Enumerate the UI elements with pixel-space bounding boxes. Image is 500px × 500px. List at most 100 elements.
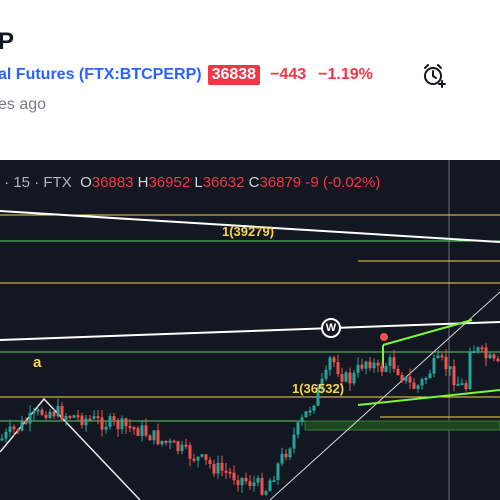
candle-body[interactable]	[0, 438, 4, 441]
candle-body[interactable]	[192, 458, 196, 461]
candle-body[interactable]	[320, 378, 324, 388]
candle-body[interactable]	[440, 355, 444, 358]
candle-body[interactable]	[276, 463, 280, 481]
candle-body[interactable]	[212, 464, 216, 474]
candle-body[interactable]	[280, 453, 284, 464]
candle-body[interactable]	[292, 434, 296, 449]
candle-body[interactable]	[364, 361, 368, 369]
candle-body[interactable]	[352, 372, 356, 384]
candle-body[interactable]	[324, 369, 328, 379]
red-dot-marker[interactable]	[380, 333, 388, 341]
candle-body[interactable]	[492, 354, 496, 359]
wave-label-a[interactable]: a	[33, 354, 42, 371]
candle-body[interactable]	[236, 480, 240, 486]
candle-body[interactable]	[24, 421, 28, 424]
candle-body[interactable]	[80, 415, 84, 426]
candle-body[interactable]	[40, 409, 44, 415]
candle-body[interactable]	[408, 376, 412, 383]
chart-canvas[interactable]	[0, 160, 500, 500]
candle-body[interactable]	[404, 376, 408, 382]
candle-body[interactable]	[60, 406, 64, 420]
candle-body[interactable]	[424, 377, 428, 380]
candle-body[interactable]	[460, 383, 464, 386]
candle-body[interactable]	[416, 385, 420, 389]
white-trend-line-top[interactable]	[0, 210, 500, 243]
candle-body[interactable]	[72, 415, 76, 418]
candle-body[interactable]	[64, 416, 68, 420]
green-channel-bottom[interactable]	[357, 389, 500, 406]
candle-body[interactable]	[8, 426, 12, 432]
candle-body[interactable]	[52, 411, 56, 417]
candle-body[interactable]	[488, 354, 492, 359]
candle-body[interactable]	[340, 374, 344, 382]
candle-body[interactable]	[132, 427, 136, 430]
candle-body[interactable]	[444, 356, 448, 370]
level-label-high[interactable]: 1(39279)	[222, 224, 275, 239]
alarm-clock-plus-icon[interactable]	[420, 61, 448, 89]
candle-body[interactable]	[152, 430, 156, 441]
candle-body[interactable]	[432, 358, 436, 374]
candle-body[interactable]	[388, 357, 392, 366]
candle-body[interactable]	[96, 416, 100, 419]
candle-body[interactable]	[240, 477, 244, 486]
candle-body[interactable]	[136, 428, 140, 436]
candle-body[interactable]	[56, 406, 60, 417]
candle-body[interactable]	[220, 462, 224, 471]
candle-body[interactable]	[484, 347, 488, 359]
candle-body[interactable]	[140, 425, 144, 436]
price-chart[interactable]: · 15 · FTX O 36883 H 36952 L 36632 C 368…	[0, 160, 500, 500]
level-label-low[interactable]: 1(36532)	[292, 381, 345, 396]
candle-body[interactable]	[272, 480, 276, 483]
candle-body[interactable]	[100, 417, 104, 430]
candle-body[interactable]	[156, 430, 160, 445]
candle-body[interactable]	[476, 347, 480, 352]
candle-body[interactable]	[120, 418, 124, 430]
candle-body[interactable]	[184, 444, 188, 447]
candle-body[interactable]	[92, 416, 96, 419]
candle-body[interactable]	[468, 352, 472, 389]
candle-body[interactable]	[48, 411, 52, 418]
candle-body[interactable]	[68, 416, 72, 419]
candle-body[interactable]	[300, 417, 304, 423]
candle-body[interactable]	[244, 477, 248, 482]
candle-body[interactable]	[288, 448, 292, 458]
candle-body[interactable]	[84, 418, 88, 426]
candle-body[interactable]	[480, 347, 484, 350]
candle-body[interactable]	[400, 374, 404, 382]
candle-body[interactable]	[76, 415, 80, 418]
zone-rectangle[interactable]	[304, 420, 500, 431]
candle-body[interactable]	[328, 357, 332, 370]
legend-interval[interactable]: 15	[13, 173, 31, 191]
candle-body[interactable]	[268, 480, 272, 492]
candle-body[interactable]	[372, 362, 376, 369]
candle-body[interactable]	[256, 478, 260, 483]
candle-body[interactable]	[228, 471, 232, 474]
candle-body[interactable]	[124, 418, 128, 427]
candle-body[interactable]	[296, 422, 300, 435]
candle-body[interactable]	[168, 440, 172, 443]
candle-body[interactable]	[32, 411, 36, 414]
ticker-link[interactable]: FTX:BTCPERP	[84, 66, 197, 83]
candle-body[interactable]	[284, 453, 288, 458]
white-trend-line-mid[interactable]	[0, 321, 500, 341]
candle-body[interactable]	[380, 365, 384, 372]
candle-body[interactable]	[252, 482, 256, 487]
candle-body[interactable]	[360, 364, 364, 369]
candle-body[interactable]	[336, 362, 340, 375]
candle-body[interactable]	[200, 454, 204, 457]
candle-body[interactable]	[348, 372, 352, 384]
candle-body[interactable]	[452, 366, 456, 386]
wave-zigzag-line[interactable]	[0, 397, 141, 500]
candle-body[interactable]	[88, 418, 92, 421]
candle-body[interactable]	[456, 383, 460, 386]
candle-body[interactable]	[308, 410, 312, 413]
candle-body[interactable]	[428, 373, 432, 378]
candle-body[interactable]	[384, 365, 388, 372]
candle-body[interactable]	[196, 456, 200, 461]
candle-body[interactable]	[248, 481, 252, 487]
candle-body[interactable]	[204, 454, 208, 460]
candle-body[interactable]	[224, 470, 228, 473]
candle-body[interactable]	[108, 416, 112, 427]
exchange-name[interactable]: al Futures	[0, 66, 75, 83]
candle-body[interactable]	[260, 478, 264, 495]
